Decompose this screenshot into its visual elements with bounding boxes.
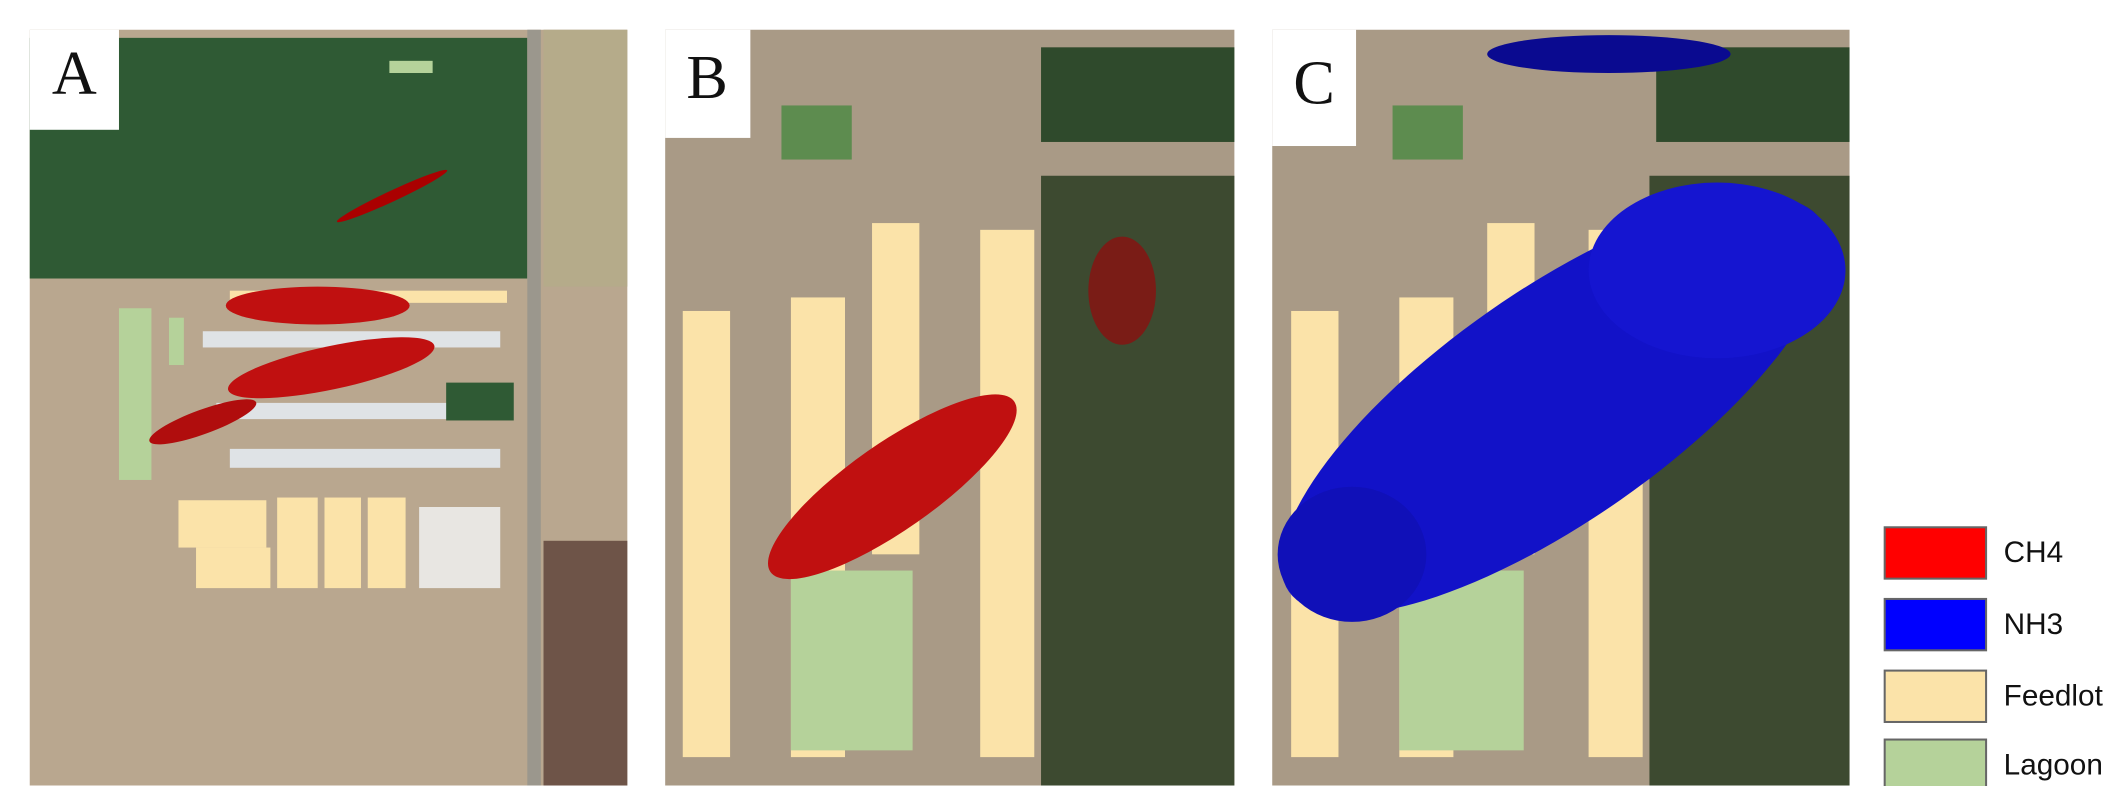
- panel-a: A: [30, 30, 628, 786]
- feedlot: [178, 500, 266, 547]
- crop-field: [544, 30, 628, 287]
- road: [527, 30, 541, 786]
- feedlot: [277, 498, 318, 589]
- legend-label: Feedlot: [2004, 679, 2104, 712]
- panel-label: B: [686, 44, 727, 112]
- crop-field: [781, 105, 851, 159]
- feedlot: [324, 498, 361, 589]
- panel-label: C: [1293, 49, 1334, 117]
- legend-label: Lagoon: [2004, 748, 2103, 781]
- crop-field: [1393, 105, 1463, 159]
- barn-roof: [419, 507, 500, 588]
- crop-field: [446, 383, 514, 421]
- page: A B C CH4NH3FeedlotLagoon (() => { c: [0, 0, 2120, 786]
- crop-field: [544, 541, 628, 786]
- lagoon: [791, 571, 913, 751]
- panel-c: C: [1223, 30, 1886, 786]
- nh3-plume: [1278, 487, 1427, 622]
- legend-label: CH4: [2004, 536, 2063, 569]
- nh3-plume: [1589, 183, 1846, 359]
- barn-roof: [230, 449, 500, 468]
- panel-b: B: [665, 30, 1234, 786]
- nh3-plume: [1487, 35, 1730, 73]
- legend-label: NH3: [2004, 608, 2063, 641]
- feedlot: [196, 548, 270, 589]
- feedlot: [980, 230, 1034, 757]
- lagoon: [169, 318, 184, 365]
- feedlot: [683, 311, 730, 757]
- feedlot: [368, 498, 406, 589]
- ch4-plume: [1088, 237, 1156, 345]
- legend-swatch: [1885, 527, 1986, 578]
- legend-swatch: [1885, 599, 1986, 650]
- lagoon: [119, 308, 151, 480]
- figure: A B C CH4 NH3 Feedlot Lagoon: [0, 0, 2120, 786]
- crop-field: [1041, 47, 1234, 142]
- panel-label: A: [52, 40, 97, 108]
- legend-swatch: [1885, 740, 1986, 786]
- lagoon: [389, 61, 432, 73]
- ch4-plume: [226, 287, 410, 325]
- figure-content: A B C CH4 NH3 Feedlot Lagoon: [30, 30, 2104, 786]
- legend: CH4 NH3 Feedlot Lagoon: [1885, 527, 2104, 786]
- legend-swatch: [1885, 671, 1986, 722]
